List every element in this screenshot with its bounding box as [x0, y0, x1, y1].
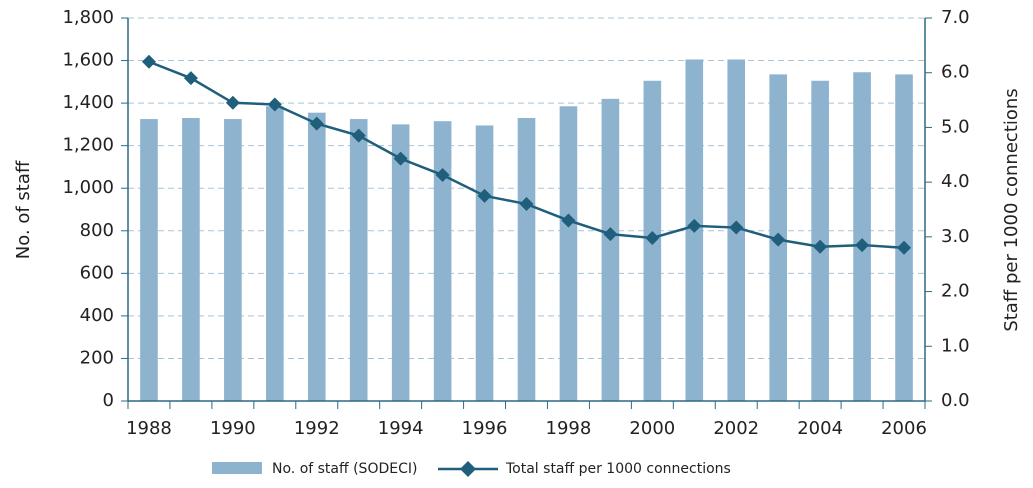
y2-tick-label: 3.0: [941, 226, 970, 247]
line-marker: [183, 71, 198, 86]
line-marker: [813, 239, 828, 254]
line-marker: [519, 197, 534, 212]
bar: [182, 118, 200, 401]
y2-tick-label: 7.0: [941, 7, 970, 28]
line-marker: [225, 95, 240, 110]
y-tick-label: 1,200: [62, 135, 114, 156]
line-marker: [561, 213, 576, 228]
y-tick-label: 0: [103, 390, 114, 411]
y2-tick-label: 5.0: [941, 116, 970, 137]
bar: [559, 106, 578, 401]
bar: [349, 119, 368, 401]
line-marker: [393, 151, 408, 166]
y-tick-label: 600: [80, 262, 114, 283]
line-marker: [309, 116, 324, 131]
x-tick-label: 2000: [629, 418, 675, 439]
y-tick-label: 1,800: [62, 7, 114, 28]
x-tick-label: 1994: [378, 418, 424, 439]
y-tick-label: 1,400: [62, 92, 114, 113]
bar: [391, 124, 410, 401]
line-marker: [141, 54, 156, 69]
y2-tick-label: 0.0: [941, 390, 970, 411]
y-tick-label: 1,600: [62, 50, 114, 71]
y2-tick-label: 4.0: [941, 171, 970, 192]
y-tick-label: 800: [80, 220, 114, 241]
line-marker: [855, 238, 870, 253]
bar: [517, 118, 536, 401]
bar: [895, 74, 913, 401]
bar: [601, 98, 620, 401]
line-marker: [897, 240, 912, 255]
y-tick-label: 200: [80, 347, 114, 368]
bar: [853, 72, 871, 401]
x-tick-label: 2006: [881, 418, 927, 439]
y2-tick-label: 1.0: [941, 335, 970, 356]
line-marker: [435, 168, 450, 183]
line-marker: [267, 97, 282, 112]
y-tick-label: 400: [80, 305, 114, 326]
line-marker: [477, 188, 492, 203]
bar: [224, 119, 242, 401]
y2-tick-label: 6.0: [941, 62, 970, 83]
line-marker: [603, 227, 618, 242]
bar: [266, 106, 284, 401]
y2-tick-label: 2.0: [941, 281, 970, 302]
legend-swatch: [460, 461, 476, 477]
bar: [433, 121, 452, 402]
legend-label: Total staff per 1000 connections: [505, 461, 731, 477]
x-tick-label: 1996: [462, 418, 508, 439]
x-tick-label: 1992: [294, 418, 340, 439]
y-tick-label: 1,000: [62, 177, 114, 198]
x-tick-label: 1990: [210, 418, 256, 439]
y2-axis-label: Staff per 1000 connections: [1001, 88, 1022, 331]
line-marker: [645, 230, 660, 245]
line-marker: [687, 218, 702, 233]
line-marker: [729, 220, 744, 235]
y-axis-label: No. of staff: [13, 160, 34, 259]
x-tick-label: 1998: [546, 418, 592, 439]
x-tick-label: 2002: [713, 418, 759, 439]
legend-swatch: [212, 462, 262, 474]
bar: [140, 119, 158, 401]
x-tick-label: 1988: [126, 418, 172, 439]
bar: [475, 125, 494, 402]
line-marker: [771, 232, 786, 247]
line-marker: [351, 128, 366, 143]
legend-label: No. of staff (SODECI): [272, 461, 417, 477]
bar: [307, 112, 326, 402]
x-tick-label: 2004: [797, 418, 843, 439]
